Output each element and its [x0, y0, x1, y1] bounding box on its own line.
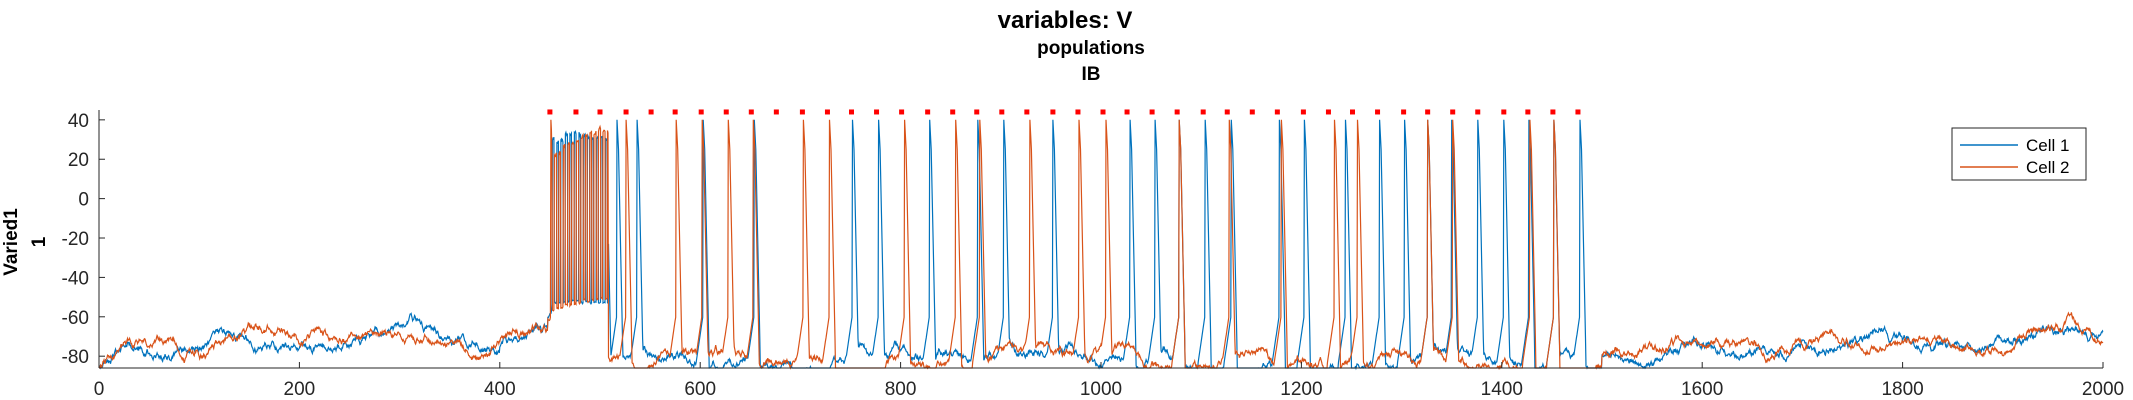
spike-marker	[1100, 109, 1106, 115]
x-tick-label: 800	[885, 379, 917, 400]
x-tick-label: 1200	[1280, 379, 1322, 400]
spike-marker	[849, 109, 855, 115]
spike-marker	[899, 109, 905, 115]
spike-marker	[1550, 109, 1556, 115]
spike-marker	[999, 109, 1005, 115]
spike-marker	[1050, 109, 1056, 115]
spike-marker	[1425, 109, 1431, 115]
y-tick-label: -80	[62, 347, 89, 368]
legend-box	[1951, 127, 2087, 181]
spike-marker	[573, 109, 579, 115]
y-tick-label: 20	[68, 150, 89, 171]
spike-marker	[974, 109, 980, 115]
y-tick-label: -60	[62, 308, 89, 329]
spike-marker	[874, 109, 880, 115]
spike-marker	[1501, 109, 1507, 115]
x-tick-label: 400	[484, 379, 516, 400]
axes: 0 200 400 600 800 1000 1200 1400 1600 1800 2000402…	[62, 110, 2124, 400]
chart-subtitle-line-2: IB	[1082, 64, 1101, 85]
x-tick-label: 0	[94, 379, 105, 400]
x-tick-label: 1800	[1881, 379, 1923, 400]
spike-marker	[950, 109, 956, 115]
spike-marker	[1325, 109, 1331, 115]
spike-marker	[623, 109, 629, 115]
spike-marker	[1149, 109, 1155, 115]
y-axis-label-line-1: Varied1	[1, 208, 22, 276]
legend-label-cell-1: Cell 1	[2026, 136, 2069, 155]
spike-marker	[1575, 109, 1581, 115]
spike-marker	[1475, 109, 1481, 115]
legend: Cell 1 Cell 2	[1951, 127, 2087, 181]
y-tick-label: -40	[62, 268, 89, 289]
x-tick-label: 1600	[1681, 379, 1723, 400]
x-tick-label: 600	[684, 379, 716, 400]
spike-marker	[773, 109, 779, 115]
spike-marker	[799, 109, 805, 115]
spike-marker	[1450, 109, 1456, 115]
spike-marker	[597, 109, 603, 115]
spike-marker	[1274, 109, 1280, 115]
chart-subtitle-line-1: populations	[1037, 38, 1145, 59]
spike-markers	[547, 109, 1581, 115]
y-tick-label: 40	[68, 111, 89, 132]
y-tick-label: -20	[62, 229, 89, 250]
x-tick-label: 1400	[1481, 379, 1523, 400]
spike-marker	[1401, 109, 1407, 115]
spike-marker	[1075, 109, 1081, 115]
spike-marker	[925, 109, 931, 115]
spike-marker	[1174, 109, 1180, 115]
spike-marker	[1200, 109, 1206, 115]
y-tick-label: 0	[78, 190, 89, 211]
spike-marker	[1350, 109, 1356, 115]
spike-marker	[748, 109, 754, 115]
x-tick-label: 2000	[2082, 379, 2124, 400]
spike-marker	[824, 109, 830, 115]
chart-title: variables: V	[998, 7, 1133, 34]
spike-marker	[723, 109, 729, 115]
spike-marker	[1224, 109, 1230, 115]
legend-label-cell-2: Cell 2	[2026, 158, 2069, 177]
y-axis-label-line-2: 1	[29, 236, 50, 247]
spike-marker	[648, 109, 654, 115]
spike-marker	[1124, 109, 1130, 115]
spike-marker	[1300, 109, 1306, 115]
spike-marker	[1249, 109, 1255, 115]
x-tick-label: 1000	[1080, 379, 1122, 400]
series-line-2	[99, 119, 2104, 371]
spike-marker	[1024, 109, 1030, 115]
spike-marker	[698, 109, 704, 115]
spike-marker	[1525, 109, 1531, 115]
y-axis-label: Varied1 1	[1, 208, 50, 276]
spike-marker	[672, 109, 678, 115]
spike-marker	[1375, 109, 1381, 115]
x-tick-label: 200	[284, 379, 316, 400]
spike-marker	[547, 109, 553, 115]
